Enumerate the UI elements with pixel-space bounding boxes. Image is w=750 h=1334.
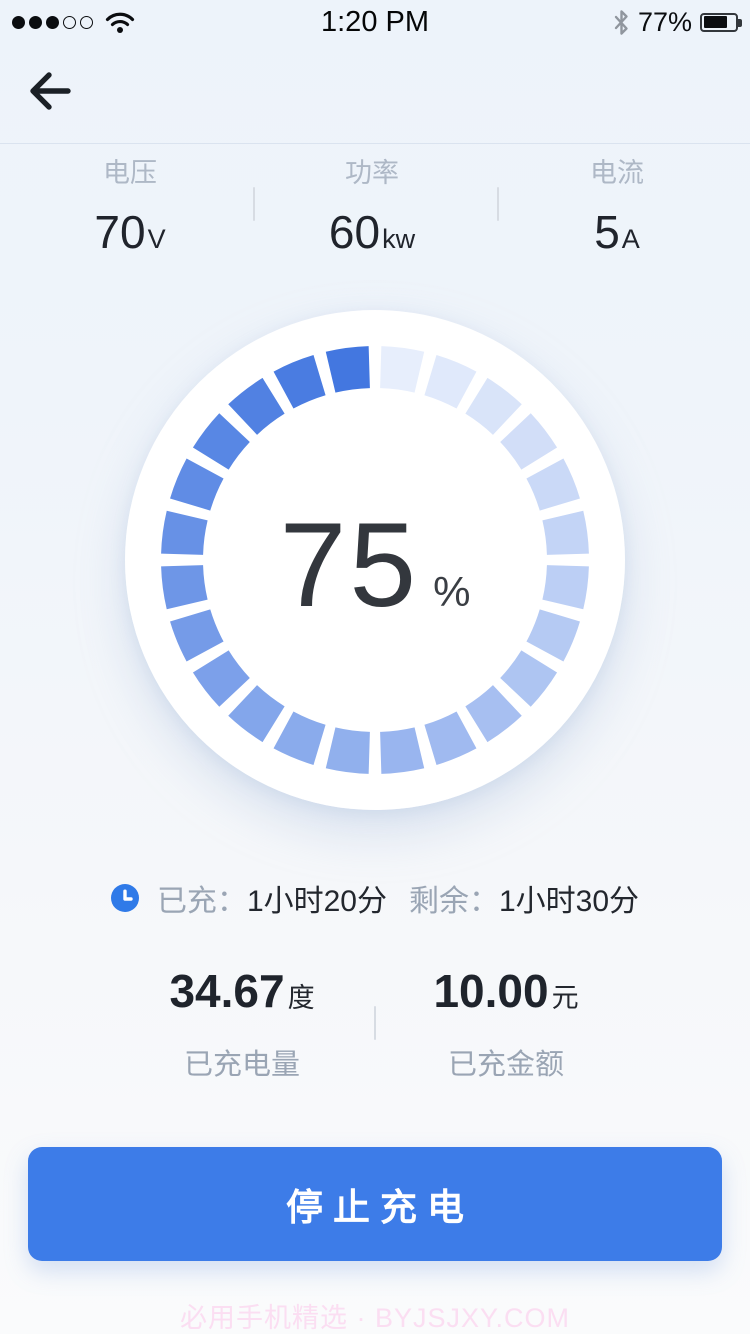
ring-segment [542,565,589,610]
remaining-time-value: 1小时30分 [499,885,640,918]
signal-dot-empty [80,15,93,29]
metric-power-value: 60kw [328,206,416,258]
charged-time-value: 1小时20分 [246,885,387,918]
cellular-signal-icon [12,15,93,29]
ring-segment [424,711,477,765]
signal-dot-filled [46,15,59,29]
signal-dot-filled [29,15,42,29]
signal-dot-filled [12,15,25,29]
battery-icon [700,12,742,32]
ring-segment [192,650,250,707]
metric-voltage-value: 70V [94,206,166,258]
ring-segment [500,650,558,707]
ring-segment [500,413,558,470]
clock-icon [110,884,139,912]
ring-segment [542,510,589,555]
remaining-time-label: 剩余： [409,885,499,918]
total-amount-value: 10.00 元 [433,965,579,1017]
charge-gauge-ring [161,346,589,774]
charged-time-label: 已充： [156,885,247,918]
ring-segment [424,355,477,409]
status-bar-left [12,0,135,44]
watermark-text: 必用手机精选 · BYJSJXY.COM [179,1303,571,1333]
total-energy-label: 已充电量 [183,1049,300,1081]
ring-segment [325,346,370,393]
metric-power-label: 功率 [344,158,399,188]
metric-voltage: 电压 70V [94,158,166,258]
charge-gauge-card [125,310,625,810]
ring-segment [380,346,425,393]
battery-percent: 77% [637,6,692,37]
battery-fill [703,16,728,28]
ring-segment [170,609,224,662]
ring-segment [161,565,208,610]
charge-percent-sign: % [433,568,471,615]
signal-dot-empty [63,15,76,29]
status-time: 1:20 PM [321,5,429,38]
total-amount: 10.00 元 已充金额 [433,968,578,1083]
ring-segment [380,727,425,774]
status-bar-right: 77% [613,0,742,44]
back-button[interactable] [24,66,76,116]
ring-segment [192,413,250,470]
metrics-divider [497,187,499,221]
bluetooth-icon [614,9,628,35]
stop-charging-label: 停止充电 [286,1187,474,1228]
ring-segment [526,609,580,662]
ring-segment [228,685,285,743]
metric-current-label: 电流 [590,158,644,188]
ring-segment [228,377,285,435]
ring-segment [526,458,580,511]
ring-segment [273,711,326,765]
header-divider [0,143,750,144]
totals-divider [374,1006,376,1040]
total-amount-label: 已充金额 [447,1049,564,1081]
wifi-icon [105,12,135,33]
total-energy: 34.67 度 已充电量 [169,968,314,1083]
session-times-row: 已充： 1小时20分 剩余： 1小时30分 [0,880,750,918]
ring-segment [465,685,522,743]
total-energy-value: 34.67 度 [169,965,315,1017]
ring-segment [170,458,224,511]
battery-nub [738,19,742,27]
stop-charging-button[interactable]: 停止充电 [28,1147,722,1261]
ring-segment [325,727,370,774]
metric-current-value: 5A [594,206,640,258]
metric-power: 功率 60kw [328,158,416,258]
metric-voltage-label: 电压 [103,158,157,188]
metric-current: 电流 5A [590,158,644,258]
ring-segment [273,355,326,409]
metrics-divider [253,187,255,221]
status-bar: 1:20 PM 77% [0,0,750,44]
ring-segment [161,510,208,555]
back-arrow-icon [30,72,71,110]
charge-percent-number: 75 [279,498,420,632]
ring-segment [465,377,522,435]
charge-percent: 75% [0,496,750,634]
